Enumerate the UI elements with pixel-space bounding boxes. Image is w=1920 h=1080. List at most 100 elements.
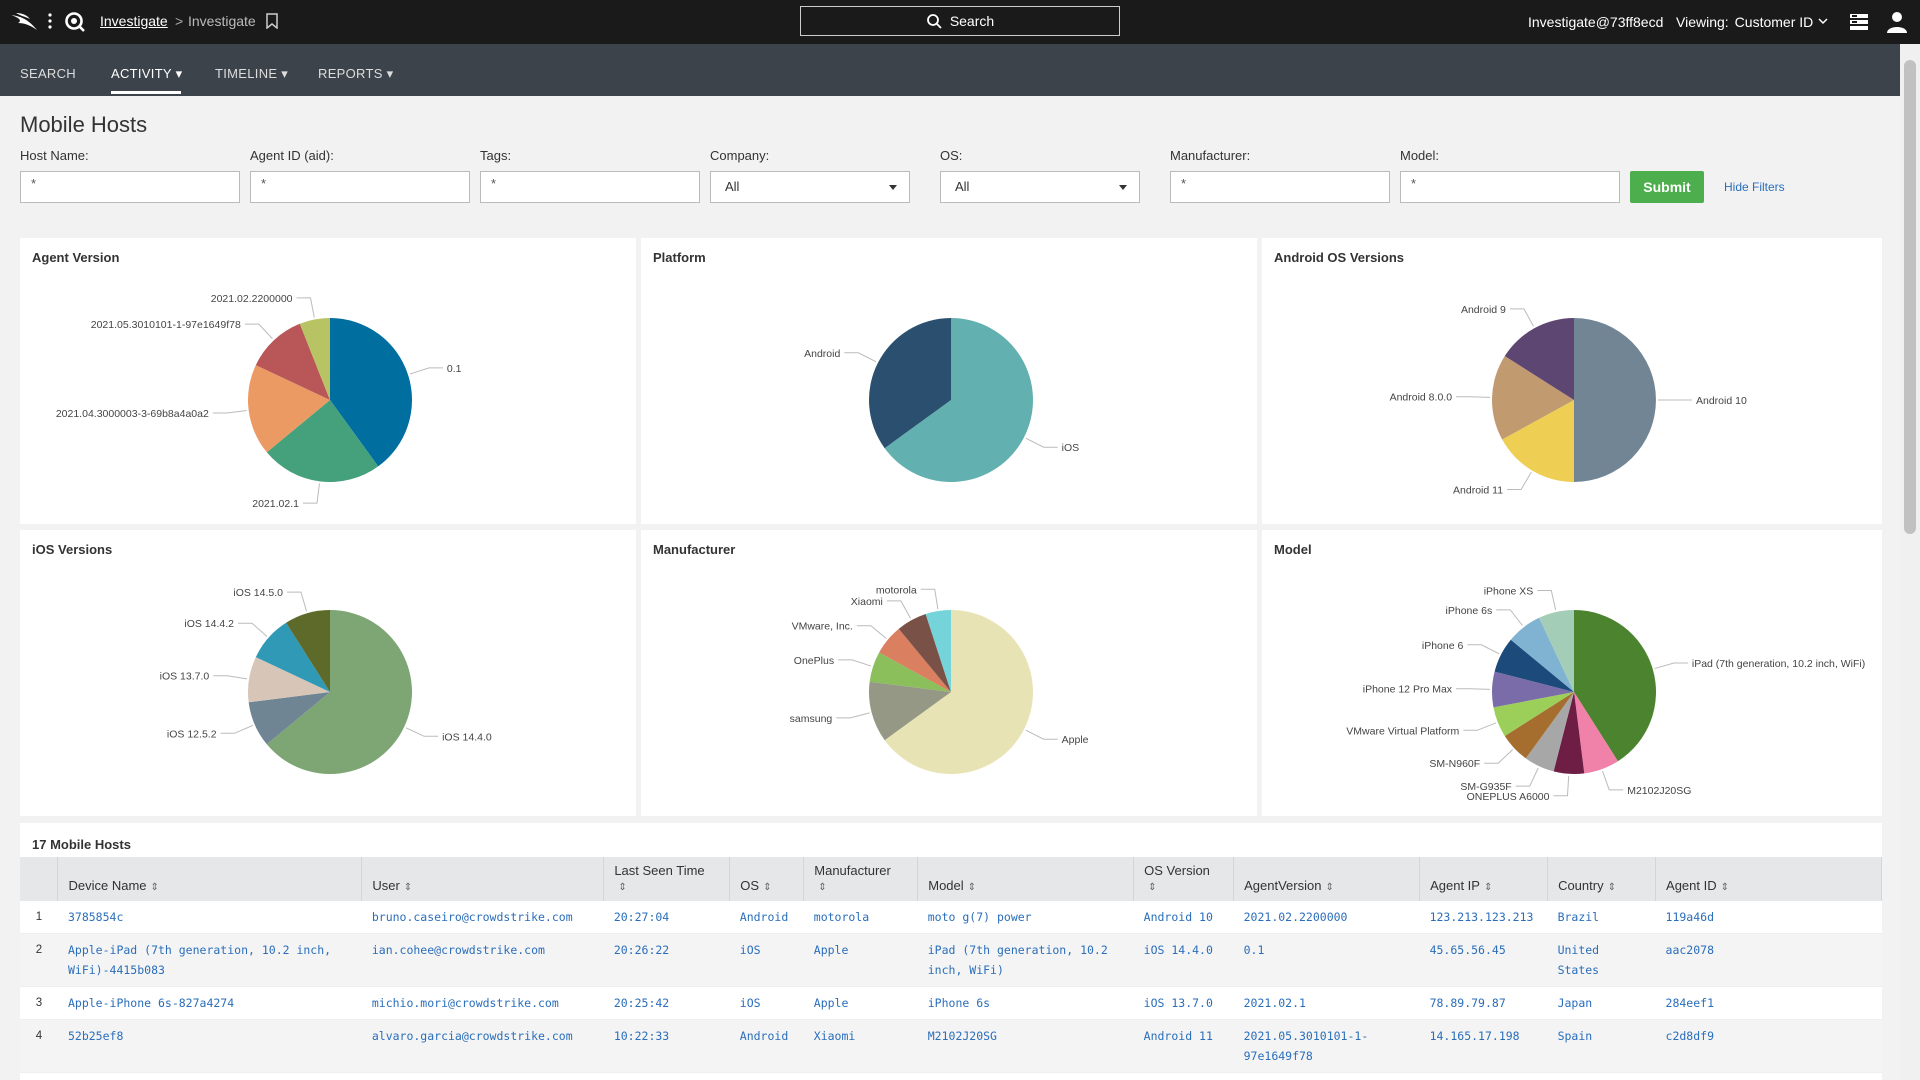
pie-slice[interactable] <box>869 652 951 692</box>
table-cell[interactable]: 20:26:22 <box>613 943 670 957</box>
table-cell[interactable]: 119a46d <box>1665 910 1714 924</box>
pie-slice[interactable] <box>1539 610 1574 692</box>
pie-slice[interactable] <box>1504 692 1574 759</box>
table-cell[interactable]: Apple <box>813 996 849 1010</box>
table-cell[interactable]: 3785854c <box>67 910 124 924</box>
global-search-button[interactable]: Search <box>800 6 1120 36</box>
nav-activity[interactable]: ACTIVITY ▾ <box>111 66 183 81</box>
table-cell[interactable]: M2102J20SG <box>927 1029 997 1043</box>
user-account[interactable]: Investigate@73ff8ecd <box>1528 14 1664 30</box>
more-vertical-icon[interactable] <box>48 11 52 31</box>
table-cell[interactable]: Xiaomi <box>813 1029 856 1043</box>
pie-slice[interactable] <box>898 614 951 692</box>
viewing-selector[interactable]: Viewing: Customer ID <box>1676 14 1813 30</box>
pie-slice[interactable] <box>1525 692 1574 772</box>
falcon-logo-icon[interactable] <box>10 10 40 34</box>
table-row[interactable]: 2 Apple-iPad (7th generation, 10.2 inch, … <box>20 933 1882 987</box>
table-cell[interactable]: Android 10 <box>1143 910 1213 924</box>
sort-icon[interactable]: ⇕ <box>967 882 977 893</box>
pie-slice[interactable] <box>1504 318 1574 400</box>
pie-slice[interactable] <box>925 610 951 692</box>
column-header[interactable]: AgentVersion ⇕ <box>1233 857 1421 901</box>
pie-slice[interactable] <box>869 681 951 741</box>
table-cell[interactable]: Spain <box>1557 1029 1593 1043</box>
sort-icon[interactable]: ⇕ <box>403 882 413 893</box>
pie-slice[interactable] <box>869 318 951 449</box>
host-name-input[interactable]: * <box>20 171 240 203</box>
nav-timeline[interactable]: TIMELINE ▾ <box>215 66 289 81</box>
pie-slice[interactable] <box>255 622 330 692</box>
column-header[interactable]: Device Name ⇕ <box>57 857 363 901</box>
table-cell[interactable]: 14.165.17.198 <box>1429 1029 1520 1043</box>
table-cell[interactable]: 2021.05.3010101-1-97e1649f78 <box>1243 1029 1369 1063</box>
table-cell[interactable]: iOS <box>739 996 761 1010</box>
table-cell[interactable]: 284eef1 <box>1665 996 1714 1010</box>
sort-icon[interactable]: ⇕ <box>763 882 772 893</box>
table-cell[interactable]: 45.65.56.45 <box>1429 943 1506 957</box>
nav-search[interactable]: SEARCH <box>20 66 76 81</box>
pie-slice[interactable] <box>1502 400 1574 482</box>
user-profile-icon[interactable] <box>1886 10 1908 34</box>
pie-slice[interactable] <box>879 628 951 692</box>
pie-slice[interactable] <box>299 318 330 400</box>
pie-slice[interactable] <box>1510 617 1574 692</box>
column-header[interactable]: Agent IP ⇕ <box>1419 857 1549 901</box>
pie-slice[interactable] <box>1574 692 1618 774</box>
pie-slice[interactable] <box>1574 318 1656 482</box>
submit-button[interactable]: Submit <box>1630 171 1704 203</box>
agent-id-input[interactable]: * <box>250 171 470 203</box>
pie-slice[interactable] <box>248 657 330 703</box>
scrollbar-thumb[interactable] <box>1904 60 1916 534</box>
table-cell[interactable]: 10:22:33 <box>613 1029 670 1043</box>
table-cell[interactable]: aac2078 <box>1665 943 1714 957</box>
pie-slice[interactable] <box>1493 692 1574 736</box>
table-cell[interactable]: 78.89.79.87 <box>1429 996 1506 1010</box>
sort-icon[interactable]: ⇕ <box>618 882 627 893</box>
table-cell[interactable]: Android <box>739 910 789 924</box>
table-row[interactable]: 3 Apple-iPhone 6s-827a4274 michio.mori@cro… <box>20 987 1882 1020</box>
app-switcher-icon[interactable] <box>1848 11 1870 33</box>
table-cell[interactable]: Android 11 <box>1143 1029 1213 1043</box>
table-cell[interactable]: ian.cohee@crowdstrike.com <box>371 943 545 957</box>
pie-slice[interactable] <box>286 610 330 692</box>
table-cell[interactable]: iPad (7th generation, 10.2 inch, WiFi) <box>927 943 1108 977</box>
table-cell[interactable]: iOS 13.7.0 <box>1143 996 1213 1010</box>
pie-slice[interactable] <box>255 323 330 400</box>
table-cell[interactable]: c2d8df9 <box>1665 1029 1714 1043</box>
table-cell[interactable]: 20:25:42 <box>613 996 670 1010</box>
table-cell[interactable]: Apple-iPhone 6s-827a4274 <box>67 996 235 1010</box>
column-header[interactable]: Agent ID ⇕ <box>1655 857 1882 901</box>
hide-filters-link[interactable]: Hide Filters <box>1724 180 1785 194</box>
pie-slice[interactable] <box>1574 610 1656 762</box>
pie-slice[interactable] <box>266 610 412 774</box>
manufacturer-input[interactable]: * <box>1170 171 1390 203</box>
table-cell[interactable]: michio.mori@crowdstrike.com <box>371 996 559 1010</box>
pie-slice[interactable] <box>1492 356 1574 440</box>
table-cell[interactable]: 2021.02.1 <box>1243 996 1306 1010</box>
chevron-down-icon[interactable] <box>1818 17 1828 25</box>
model-input[interactable]: * <box>1400 171 1620 203</box>
bookmark-icon[interactable] <box>265 13 279 29</box>
nav-reports[interactable]: REPORTS ▾ <box>318 66 394 81</box>
os-select[interactable]: All <box>940 171 1140 203</box>
table-cell[interactable]: Japan <box>1557 996 1593 1010</box>
pie-slice[interactable] <box>247 365 330 453</box>
column-header[interactable]: Country ⇕ <box>1547 857 1657 901</box>
table-cell[interactable]: iPhone 6s <box>927 996 991 1010</box>
breadcrumb-link[interactable]: Investigate <box>100 13 168 29</box>
sort-icon[interactable]: ⇕ <box>150 882 159 893</box>
table-row[interactable]: 4 52b25ef8 alvaro.garcia@crowdstrike.com 10… <box>20 1019 1882 1073</box>
table-cell[interactable]: alvaro.garcia@crowdstrike.com <box>371 1029 573 1043</box>
pie-slice[interactable] <box>1492 671 1574 708</box>
table-cell[interactable]: Apple-iPad (7th generation, 10.2 inch, W… <box>67 943 332 977</box>
sort-icon[interactable]: ⇕ <box>1607 882 1616 893</box>
table-cell[interactable]: Brazil <box>1557 910 1600 924</box>
tags-input[interactable]: * <box>480 171 700 203</box>
table-cell[interactable]: motorola <box>813 910 870 924</box>
table-cell[interactable]: 20:27:04 <box>613 910 670 924</box>
table-cell[interactable]: 0.1 <box>1243 943 1265 957</box>
pie-slice[interactable] <box>330 318 412 467</box>
table-cell[interactable]: iOS 14.4.0 <box>1143 943 1213 957</box>
column-header[interactable]: User ⇕ <box>361 857 605 901</box>
sort-icon[interactable]: ⇕ <box>818 882 827 893</box>
